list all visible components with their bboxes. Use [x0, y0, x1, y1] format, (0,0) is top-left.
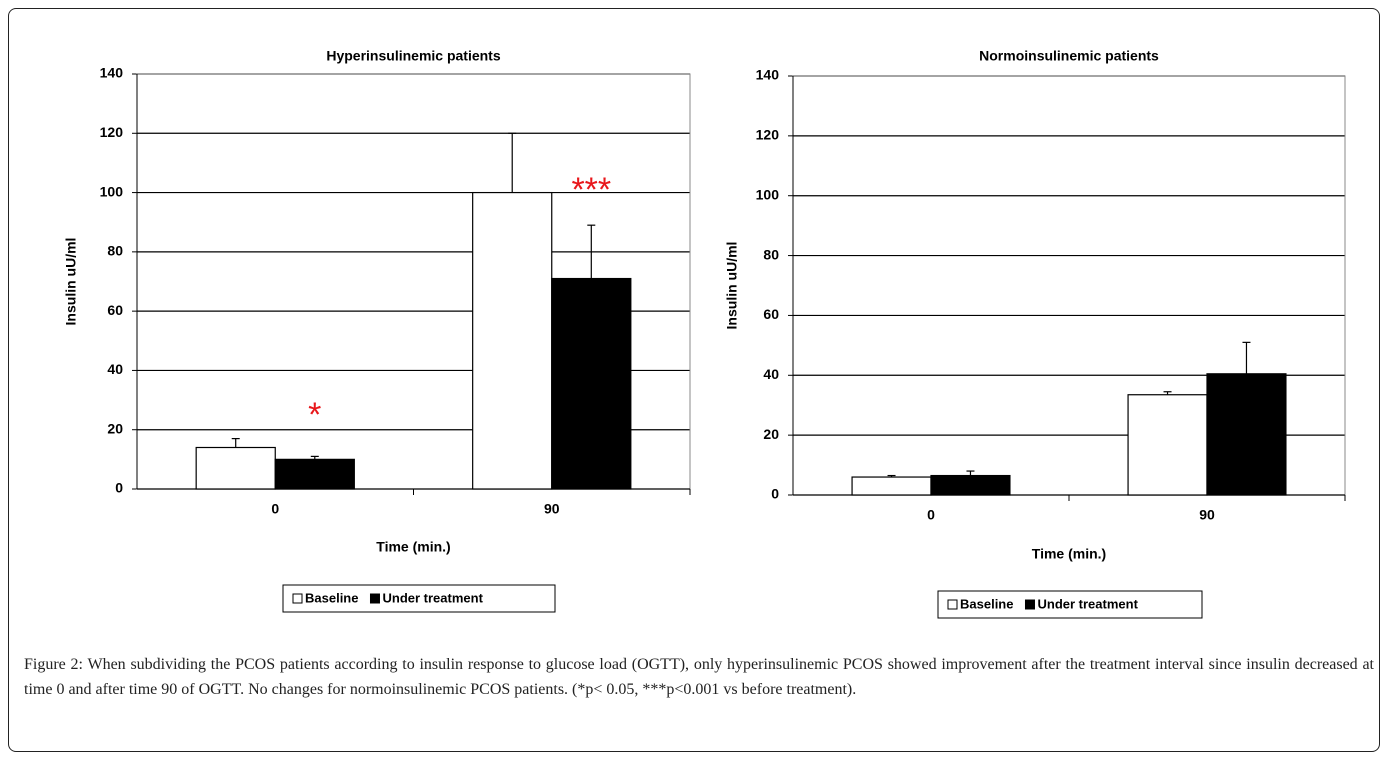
annotation: *** — [571, 171, 611, 209]
y-tick-label: 20 — [107, 420, 123, 436]
y-tick-label: 120 — [100, 124, 124, 140]
bar — [551, 277, 632, 490]
bar — [1127, 394, 1208, 496]
y-tick-label: 40 — [763, 366, 779, 382]
y-tick-label: 100 — [100, 183, 124, 199]
legend-swatch — [947, 599, 958, 610]
x-tick-label: 90 — [544, 501, 560, 517]
y-tick-label: 20 — [763, 426, 779, 442]
y-tick-label: 140 — [100, 65, 124, 81]
y-tick-label: 40 — [107, 361, 123, 377]
legend-swatch — [369, 593, 380, 604]
x-tick-label: 0 — [271, 501, 279, 517]
y-tick-label: 120 — [756, 127, 780, 143]
y-tick-label: 0 — [115, 480, 123, 496]
legend-label: Under treatment — [1037, 596, 1138, 611]
legend-swatch — [292, 593, 303, 604]
y-axis-label: Insulin uU/ml — [63, 238, 79, 326]
legend-label: Baseline — [960, 596, 1013, 611]
legend-label: Under treatment — [382, 590, 483, 605]
legend-box — [282, 584, 556, 613]
bar — [930, 474, 1011, 496]
y-tick-label: 60 — [107, 302, 123, 318]
annotation: * — [308, 396, 321, 434]
bar — [472, 191, 553, 490]
legend-box — [937, 590, 1203, 619]
y-tick-label: 80 — [763, 246, 779, 262]
figure-frame — [8, 8, 1380, 752]
legend-swatch — [1024, 599, 1035, 610]
y-tick-label: 140 — [756, 67, 780, 83]
figure: Hyperinsulinemic patients 0 20 40 60 80 100 120… — [63, 48, 1346, 619]
legend-label: Baseline — [305, 590, 358, 605]
bar — [195, 446, 276, 490]
bar — [851, 476, 932, 496]
bar — [1206, 373, 1287, 496]
bar — [274, 458, 355, 490]
x-axis-label: Time (min.) — [1032, 546, 1106, 562]
y-tick-label: 0 — [771, 486, 779, 502]
y-tick-label: 100 — [756, 186, 780, 202]
y-axis-label: Insulin uU/ml — [724, 242, 740, 330]
x-tick-label: 0 — [927, 507, 935, 523]
chart-title: Hyperinsulinemic patients — [326, 48, 500, 64]
y-tick-label: 60 — [763, 306, 779, 322]
chart-title: Normoinsulinemic patients — [979, 48, 1159, 64]
x-tick-label: 90 — [1199, 507, 1215, 523]
y-tick-label: 80 — [107, 243, 123, 259]
x-axis-label: Time (min.) — [376, 539, 450, 555]
caption: Figure 2: When subdividing the PCOS pati… — [24, 656, 1374, 698]
